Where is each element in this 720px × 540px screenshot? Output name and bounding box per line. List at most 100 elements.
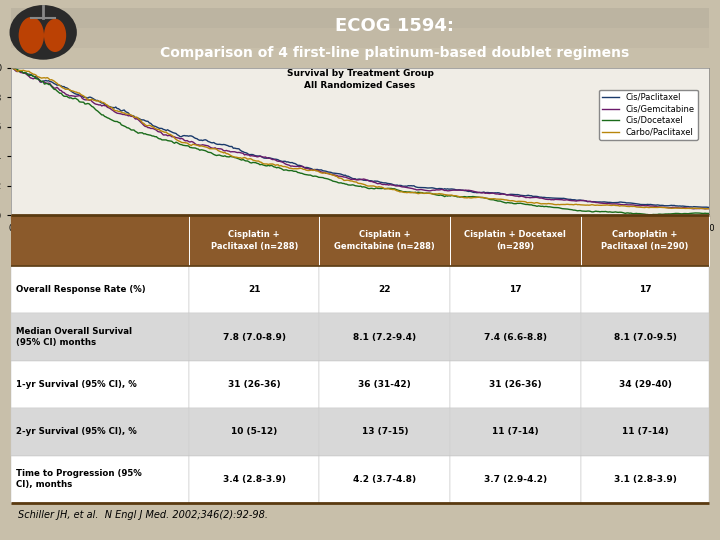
Carbo/Paclitaxel bbox=[338, 176, 347, 183]
Cis/Gemcitabine bbox=[6, 64, 15, 71]
Line: Cis/Paclitaxel: Cis/Paclitaxel bbox=[11, 68, 709, 207]
Cis/Gemcitabine bbox=[579, 197, 588, 204]
Bar bbox=[189, 408, 320, 456]
Bar bbox=[450, 361, 581, 408]
Text: 7.8 (7.0-8.9): 7.8 (7.0-8.9) bbox=[222, 333, 286, 341]
Text: 34 (29-40): 34 (29-40) bbox=[618, 380, 671, 389]
Bar bbox=[189, 266, 320, 313]
Text: 1-yr Survival (95% CI), %: 1-yr Survival (95% CI), % bbox=[17, 380, 137, 389]
Text: 7.4 (6.6-8.8): 7.4 (6.6-8.8) bbox=[484, 333, 547, 341]
Text: Cisplatin +
Gemcitabine (n=288): Cisplatin + Gemcitabine (n=288) bbox=[334, 230, 435, 251]
Carbo/Paclitaxel bbox=[579, 202, 588, 208]
Cis/Docetaxel bbox=[644, 212, 653, 218]
Text: Cisplatin +
Paclitaxel (n=288): Cisplatin + Paclitaxel (n=288) bbox=[210, 230, 298, 251]
Cis/Docetaxel bbox=[690, 210, 698, 217]
Text: Comparison of 4 first-line platinum-based doublet regimens: Comparison of 4 first-line platinum-base… bbox=[161, 46, 629, 60]
Bar bbox=[320, 215, 450, 266]
Bar bbox=[581, 313, 709, 361]
Cis/Docetaxel bbox=[338, 180, 347, 187]
Cis/Docetaxel bbox=[343, 181, 351, 187]
Bar bbox=[11, 215, 189, 266]
Carbo/Paclitaxel bbox=[422, 190, 431, 197]
Carbo/Paclitaxel bbox=[6, 64, 15, 71]
Bar bbox=[11, 29, 709, 48]
Bar bbox=[320, 313, 450, 361]
Text: 8.1 (7.0-9.5): 8.1 (7.0-9.5) bbox=[613, 333, 676, 341]
Text: 2-yr Survival (95% CI), %: 2-yr Survival (95% CI), % bbox=[17, 428, 137, 436]
Text: ECOG 1594:: ECOG 1594: bbox=[336, 17, 454, 35]
Bar bbox=[11, 266, 189, 313]
Ellipse shape bbox=[44, 19, 66, 52]
Bar bbox=[320, 408, 450, 456]
Text: 21: 21 bbox=[248, 285, 261, 294]
Bar bbox=[189, 456, 320, 503]
Legend: Cis/Paclitaxel, Cis/Gemcitabine, Cis/Docetaxel, Carbo/Paclitaxel: Cis/Paclitaxel, Cis/Gemcitabine, Cis/Doc… bbox=[599, 90, 698, 140]
Cis/Docetaxel bbox=[384, 185, 393, 192]
Cis/Paclitaxel bbox=[579, 197, 588, 204]
Text: Schiller JH, et al.  N Engl J Med. 2002;346(2):92-98.: Schiller JH, et al. N Engl J Med. 2002;3… bbox=[18, 510, 268, 520]
Text: 31 (26-36): 31 (26-36) bbox=[489, 380, 541, 389]
Cis/Docetaxel bbox=[579, 208, 588, 214]
Bar bbox=[581, 408, 709, 456]
Ellipse shape bbox=[19, 17, 44, 54]
Bar bbox=[320, 266, 450, 313]
Bar bbox=[581, 361, 709, 408]
Cis/Gemcitabine bbox=[701, 206, 709, 212]
Text: 22: 22 bbox=[379, 285, 391, 294]
Cis/Paclitaxel bbox=[422, 185, 431, 191]
Text: 8.1 (7.2-9.4): 8.1 (7.2-9.4) bbox=[354, 333, 416, 341]
Ellipse shape bbox=[9, 5, 77, 60]
Carbo/Paclitaxel bbox=[384, 186, 393, 192]
Text: 3.1 (2.8-3.9): 3.1 (2.8-3.9) bbox=[613, 475, 676, 484]
Bar bbox=[450, 313, 581, 361]
Carbo/Paclitaxel bbox=[688, 205, 697, 212]
X-axis label: Months: Months bbox=[342, 235, 378, 245]
Cis/Paclitaxel bbox=[343, 173, 351, 179]
Text: Median Overall Survival
(95% CI) months: Median Overall Survival (95% CI) months bbox=[17, 327, 132, 347]
Line: Carbo/Paclitaxel: Carbo/Paclitaxel bbox=[11, 68, 709, 209]
Text: 3.4 (2.8-3.9): 3.4 (2.8-3.9) bbox=[222, 475, 286, 484]
Line: Cis/Docetaxel: Cis/Docetaxel bbox=[11, 68, 709, 215]
Cis/Gemcitabine bbox=[338, 173, 347, 180]
Bar bbox=[450, 456, 581, 503]
Bar bbox=[450, 266, 581, 313]
Text: Overall Response Rate (%): Overall Response Rate (%) bbox=[17, 285, 146, 294]
Bar bbox=[11, 8, 709, 29]
Cis/Paclitaxel bbox=[384, 180, 393, 187]
Carbo/Paclitaxel bbox=[343, 177, 351, 184]
Cis/Paclitaxel bbox=[338, 172, 347, 178]
Bar bbox=[450, 408, 581, 456]
Carbo/Paclitaxel bbox=[705, 206, 714, 212]
Text: 11 (7-14): 11 (7-14) bbox=[492, 428, 539, 436]
Cis/Paclitaxel bbox=[688, 204, 697, 210]
Cis/Gemcitabine bbox=[343, 174, 351, 181]
Bar bbox=[320, 456, 450, 503]
Bar bbox=[450, 215, 581, 266]
Text: 17: 17 bbox=[509, 285, 522, 294]
Bar bbox=[11, 361, 189, 408]
Cis/Gemcitabine bbox=[688, 205, 697, 212]
Cis/Gemcitabine bbox=[384, 182, 393, 188]
Text: Cisplatin + Docetaxel
(n=289): Cisplatin + Docetaxel (n=289) bbox=[464, 230, 567, 251]
Bar bbox=[581, 266, 709, 313]
Bar bbox=[581, 215, 709, 266]
Bar bbox=[320, 361, 450, 408]
Text: All Randomized Cases: All Randomized Cases bbox=[305, 81, 415, 90]
Cis/Docetaxel bbox=[6, 64, 15, 71]
Text: 4.2 (3.7-4.8): 4.2 (3.7-4.8) bbox=[354, 475, 416, 484]
Cis/Paclitaxel bbox=[6, 64, 15, 71]
Text: Survival by Treatment Group: Survival by Treatment Group bbox=[287, 69, 433, 78]
Cis/Paclitaxel bbox=[705, 204, 714, 211]
Cis/Gemcitabine bbox=[705, 205, 714, 212]
Text: Carboplatin +
Paclitaxel (n=290): Carboplatin + Paclitaxel (n=290) bbox=[601, 230, 688, 251]
Text: 10 (5-12): 10 (5-12) bbox=[231, 428, 277, 436]
Bar bbox=[11, 408, 189, 456]
Text: Time to Progression (95%
CI), months: Time to Progression (95% CI), months bbox=[17, 469, 142, 489]
Cis/Docetaxel bbox=[705, 210, 714, 217]
Bar bbox=[189, 361, 320, 408]
Bar bbox=[189, 313, 320, 361]
Text: 11 (7-14): 11 (7-14) bbox=[621, 428, 668, 436]
Cis/Docetaxel bbox=[422, 190, 431, 196]
Bar bbox=[11, 313, 189, 361]
Text: 17: 17 bbox=[639, 285, 652, 294]
